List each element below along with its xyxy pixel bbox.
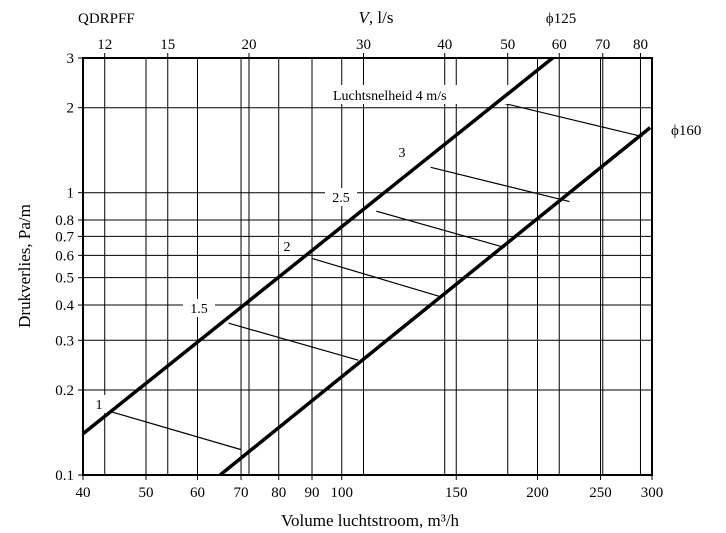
y-tick-label: 2 [67,101,75,117]
velocity-label: 1.5 [190,302,208,317]
grid [83,58,652,475]
x-tick-label: 150 [445,485,468,501]
y-tick-label: 0.4 [55,298,74,314]
velocity-label: 2 [284,240,291,255]
top-tick-labels: 12 15 20 30 40 50 60 70 80 [97,37,648,58]
top-tick-label: 15 [160,37,175,53]
x-tick-label: 300 [641,485,664,501]
velocity-line [431,167,570,201]
top-tick-label: 30 [356,37,371,53]
y-tick-label: 0.8 [55,213,74,229]
velocity-label: 1 [96,398,103,413]
top-tick-label: 50 [500,37,515,53]
top-tick-label: 70 [595,37,610,53]
diameter-line [83,58,553,434]
top-axis-title: V, l/s [359,8,394,27]
x-tick-label: 100 [331,485,354,501]
top-tick-label: 20 [241,37,256,53]
y-axis-title: Drukverlies, Pa/m [15,204,34,328]
velocity-label: 2.5 [332,191,350,206]
velocity-line [376,211,504,247]
x-tick-label: 60 [190,485,205,501]
y-tick-label: 0.3 [55,333,74,349]
velocity-label: 3 [399,146,406,161]
x-tick-label: 70 [234,485,249,501]
x-tick-labels: 40 50 60 70 80 90 100 150 200 250 300 [76,475,664,501]
x-tick-label: 40 [76,485,91,501]
diameter-label-125: ϕ125 [546,11,576,27]
x-tick-label: 80 [271,485,286,501]
y-tick-labels: 0.1 0.2 0.3 0.4 0.5 0.6 0.70.8 1 2 3 [55,51,83,484]
y-tick-label: 3 [67,51,75,67]
top-tick-label: 40 [437,37,452,53]
velocity-line [229,323,359,360]
x-tick-label: 50 [139,485,154,501]
top-tick-label: 12 [97,37,112,53]
y-tick-label: 1 [67,186,75,202]
x-axis-title: Volume luchtstroom, m³/h [281,511,460,530]
y-tick-label: 0.7 [55,229,74,245]
velocity-title: Luchtsnelheid 4 m/s [333,89,447,104]
diameter-line [220,128,650,475]
x-tick-label: 250 [589,485,612,501]
x-tick-label: 90 [305,485,320,501]
diameter-label-160: ϕ160 [671,123,701,139]
velocity-line [505,103,643,136]
y-tick-label: 0.5 [55,271,74,287]
y-tick-label: 0.1 [55,468,74,484]
y-tick-label: 0.2 [55,383,74,399]
velocity-lines [110,103,643,449]
top-left-label: QDRPFF [78,11,135,27]
velocity-line [110,411,241,449]
top-tick-label: 60 [552,37,567,53]
top-tick-label: 80 [633,37,648,53]
x-tick-label: 200 [526,485,549,501]
plot-frame [83,58,652,475]
y-tick-label: 0.6 [55,248,74,264]
